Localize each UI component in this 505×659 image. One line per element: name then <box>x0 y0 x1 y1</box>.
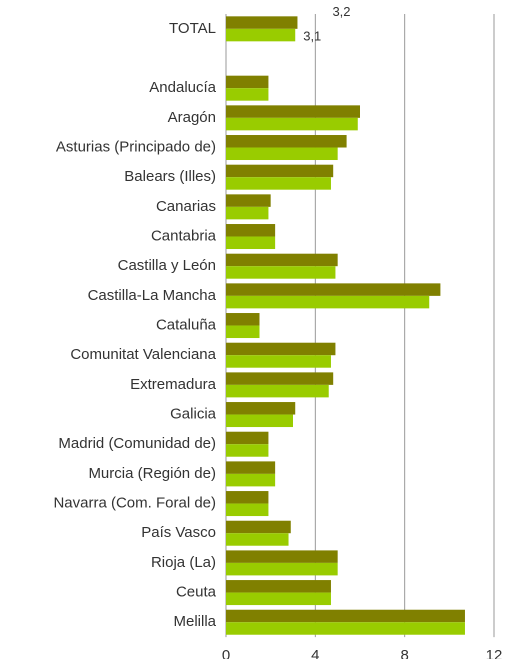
bar <box>226 295 430 309</box>
bar <box>226 473 276 487</box>
bar <box>226 266 336 279</box>
bar <box>226 16 298 29</box>
bar <box>226 28 296 42</box>
y-tick-label: Andalucía <box>149 79 216 96</box>
bar <box>226 117 358 131</box>
y-tick-label: Castilla y León <box>118 257 216 274</box>
y-tick-label: Navarra (Com. Foral de) <box>53 495 216 512</box>
y-tick-label: Melilla <box>173 613 216 630</box>
bar <box>226 147 338 161</box>
bar <box>226 622 465 635</box>
value-label: 3,1 <box>303 28 321 43</box>
bar <box>226 206 269 220</box>
bar <box>226 75 269 89</box>
y-tick-label: Cantabria <box>151 227 217 244</box>
y-tick-label: Castilla-La Mancha <box>88 287 217 304</box>
bar <box>226 236 276 250</box>
bar <box>226 503 269 517</box>
bar <box>226 313 260 326</box>
y-tick-label: Madrid (Comunidad de) <box>58 435 216 452</box>
y-tick-label: Cataluña <box>156 317 217 334</box>
bar <box>226 253 338 267</box>
bar <box>226 283 441 296</box>
bar <box>226 164 334 178</box>
bar <box>226 562 338 576</box>
bar <box>226 491 269 504</box>
y-tick-label: Balears (Illes) <box>124 168 216 185</box>
bar <box>226 342 336 356</box>
bar <box>226 592 331 606</box>
bar <box>226 224 276 237</box>
y-tick-label: Murcia (Región de) <box>88 465 216 482</box>
y-tick-label: TOTAL <box>169 20 216 37</box>
x-tick-label: 8 <box>400 647 408 659</box>
bar <box>226 384 329 398</box>
bar <box>226 135 347 148</box>
y-tick-label: Asturias (Principado de) <box>56 138 216 155</box>
y-tick-label: Rioja (La) <box>151 554 216 571</box>
bar <box>226 580 331 593</box>
bar <box>226 105 360 118</box>
x-tick-label: 4 <box>311 647 319 659</box>
y-tick-label: Ceuta <box>176 584 217 601</box>
y-tick-label: Comunitat Valenciana <box>70 346 216 363</box>
y-tick-label: Galicia <box>170 406 217 423</box>
bar <box>226 194 271 207</box>
x-tick-label: 0 <box>222 647 230 659</box>
bar <box>226 402 296 415</box>
bar <box>226 550 338 563</box>
bar <box>226 444 269 457</box>
y-tick-label: Extremadura <box>130 376 217 393</box>
bar <box>226 414 293 428</box>
bar <box>226 88 269 101</box>
bar <box>226 609 465 623</box>
bar <box>226 355 331 368</box>
y-tick-label: Canarias <box>156 198 216 215</box>
bar <box>226 325 260 339</box>
bar <box>226 533 289 546</box>
y-tick-label: Aragón <box>168 109 216 126</box>
y-tick-label: País Vasco <box>141 524 216 541</box>
value-label: 3,2 <box>332 4 350 19</box>
bar <box>226 177 331 190</box>
bar <box>226 461 276 474</box>
bar <box>226 372 334 385</box>
bar <box>226 431 269 445</box>
bar <box>226 520 291 534</box>
x-tick-label: 12 <box>486 647 503 659</box>
